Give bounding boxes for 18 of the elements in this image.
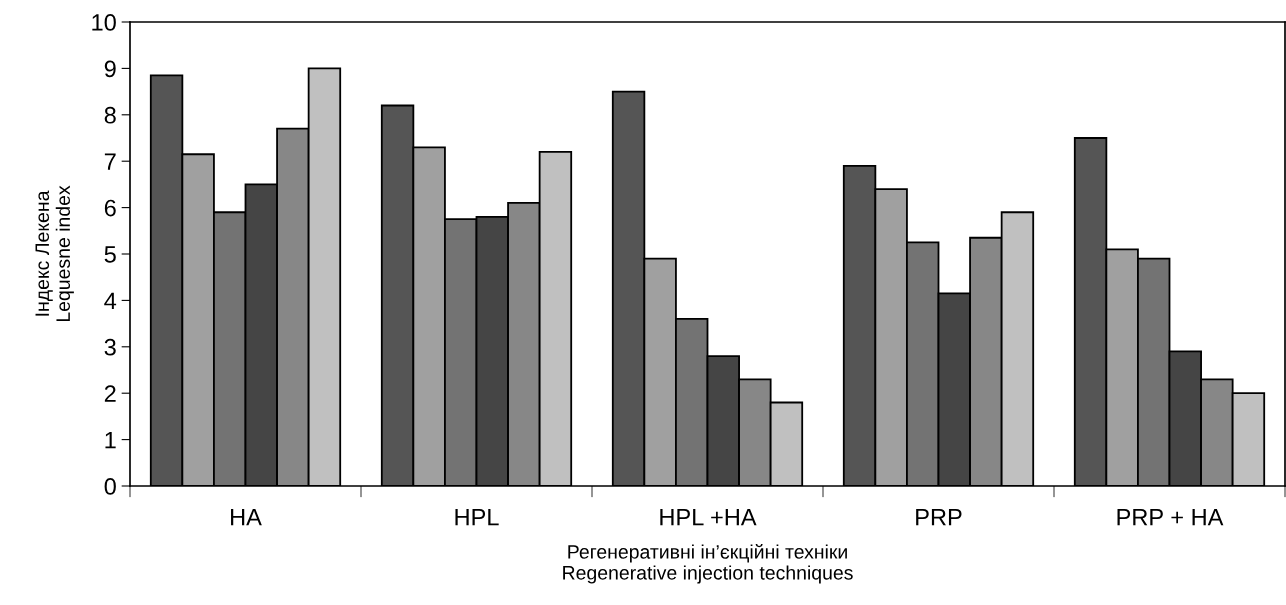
- x-tick-label: HPL: [455, 509, 499, 526]
- x-tick-label: HA: [231, 509, 262, 526]
- y-tick-label: 3: [104, 338, 116, 356]
- y-axis-title: Індекс Лекена Lequesne index: [35, 185, 74, 322]
- x-tick-label: PRP: [916, 509, 962, 526]
- x-axis-title: Регенеративні ін’єкційні техніки Regenerative injection techniques: [563, 544, 853, 584]
- y-tick-label: 8: [104, 106, 116, 124]
- y-tick-label: 0: [104, 478, 116, 495]
- y-tick-label: 7: [104, 153, 116, 170]
- y-tick-label: 5: [104, 246, 116, 263]
- x-tick-label: HPL +HA: [660, 509, 757, 526]
- y-tick-label: 10: [92, 14, 116, 31]
- x-tick-label: PRP + HA: [1117, 509, 1224, 526]
- y-tick-label: 1: [105, 431, 116, 449]
- y-tick-label: 2: [104, 385, 116, 402]
- y-tick-label: 6: [104, 199, 116, 217]
- y-tick-label: 9: [104, 60, 116, 78]
- y-tick-label: 4: [104, 292, 117, 309]
